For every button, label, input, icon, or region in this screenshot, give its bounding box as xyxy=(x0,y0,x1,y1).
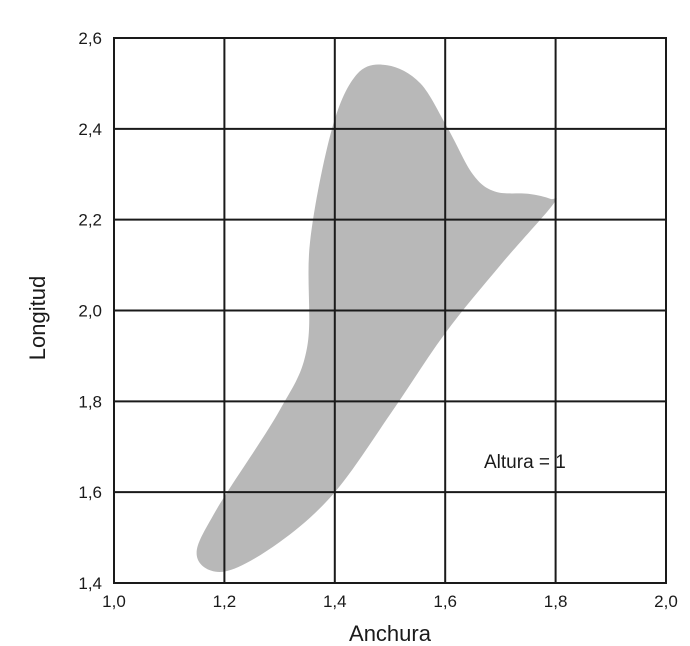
y-tick-label: 1,4 xyxy=(78,574,102,593)
x-tick-labels: 1,0 1,2 1,4 1,6 1,8 2,0 xyxy=(102,592,678,611)
y-axis-title: Longitud xyxy=(25,276,50,360)
y-tick-label: 1,8 xyxy=(78,392,102,411)
feasible-region-layer xyxy=(196,64,557,573)
feasible-region xyxy=(196,64,557,573)
x-tick-label: 1,2 xyxy=(213,592,237,611)
plot-frame xyxy=(113,37,667,584)
y-tick-label: 2,2 xyxy=(78,211,102,230)
x-tick-label: 1,4 xyxy=(323,592,347,611)
y-tick-label: 2,6 xyxy=(78,29,102,48)
y-tick-label: 1,6 xyxy=(78,483,102,502)
grid-layer xyxy=(114,38,666,583)
y-tick-label: 2,0 xyxy=(78,302,102,321)
x-tick-label: 1,6 xyxy=(433,592,457,611)
y-tick-label: 2,4 xyxy=(78,120,102,139)
y-tick-labels: 1,4 1,6 1,8 2,0 2,2 2,4 2,6 xyxy=(78,29,102,593)
x-tick-label: 1,8 xyxy=(544,592,568,611)
x-tick-label: 1,0 xyxy=(102,592,126,611)
annotation-label: Altura = 1 xyxy=(484,452,566,473)
x-axis-title: Anchura xyxy=(349,621,432,646)
x-tick-label: 2,0 xyxy=(654,592,678,611)
